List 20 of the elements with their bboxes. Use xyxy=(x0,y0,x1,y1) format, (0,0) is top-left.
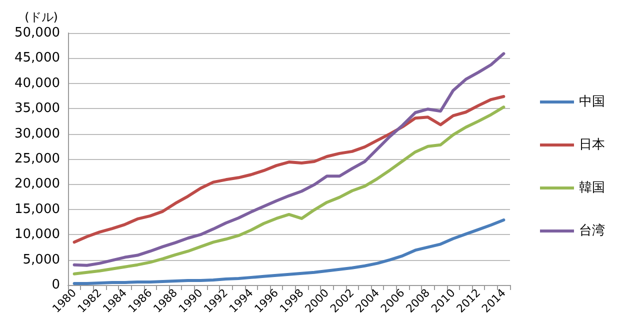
y-axis-title: (ドル) xyxy=(24,10,58,24)
y-tick-label: 30,000 xyxy=(14,126,60,142)
line-series xyxy=(72,218,506,285)
y-tick-label: 0 xyxy=(52,278,60,292)
legend-label: 台湾 xyxy=(579,222,605,238)
y-tick-label: 25,000 xyxy=(14,152,60,166)
line-series xyxy=(72,52,506,267)
legend-label: 中国 xyxy=(579,94,605,110)
legend-label: 日本 xyxy=(579,138,605,152)
y-tick-label: 10,000 xyxy=(14,227,60,242)
y-tick-label: 40,000 xyxy=(14,76,60,91)
line-series xyxy=(72,106,506,276)
y-tick-label: 20,000 xyxy=(14,176,60,192)
y-tick-label: 50,000 xyxy=(14,26,60,40)
y-tick-label: 45,000 xyxy=(14,50,60,66)
y-tick-label: 5,000 xyxy=(22,252,60,268)
y-tick-label: 15,000 xyxy=(14,202,60,217)
y-tick-label: 35,000 xyxy=(14,101,60,116)
line-series xyxy=(72,95,506,244)
legend-label: 韓国 xyxy=(579,180,605,196)
